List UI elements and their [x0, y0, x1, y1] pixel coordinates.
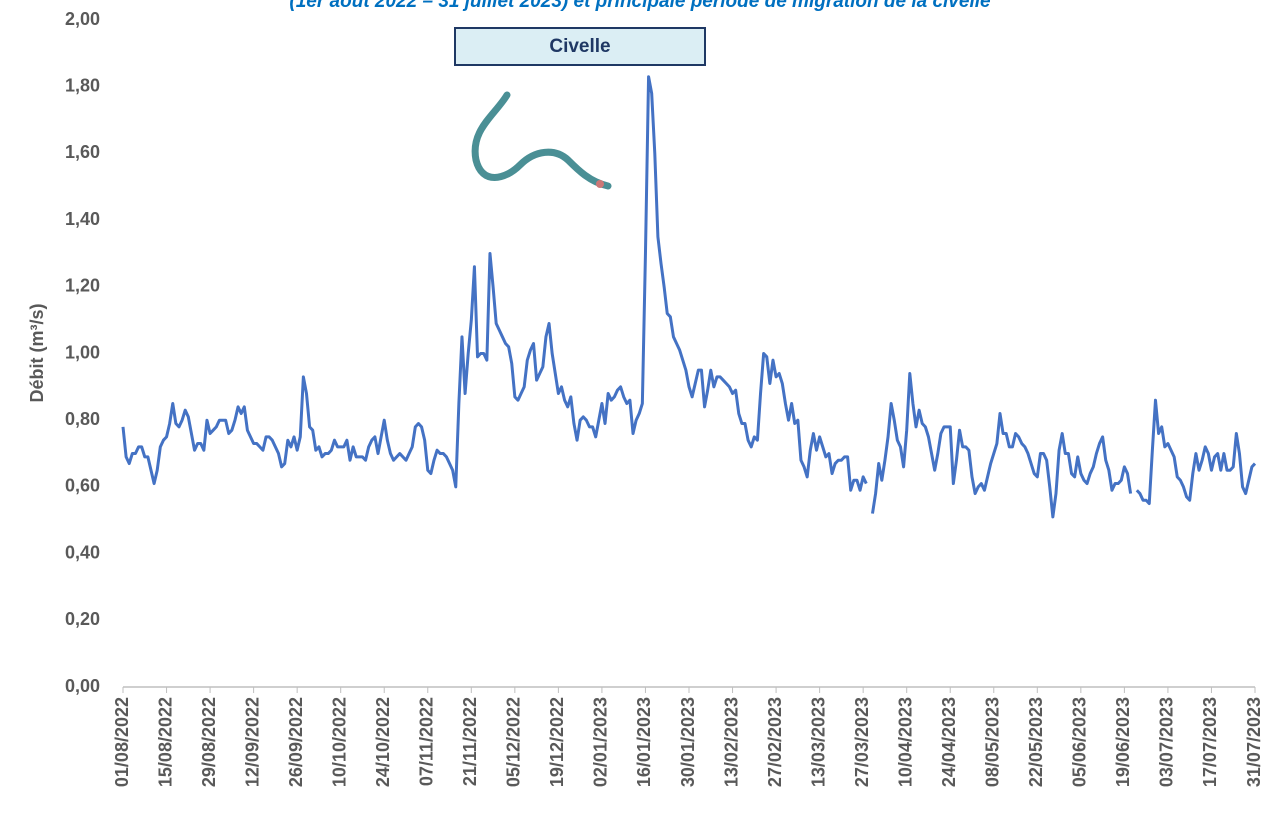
x-tick-label: 16/01/2023 [634, 697, 654, 787]
y-tick-label: 0,00 [65, 676, 100, 696]
x-tick-label: 19/12/2022 [547, 697, 567, 787]
x-tick-label: 08/05/2023 [983, 697, 1003, 787]
x-tick-label: 13/02/2023 [721, 697, 741, 787]
x-tick-label: 30/01/2023 [678, 697, 698, 787]
y-tick-label: 1,60 [65, 142, 100, 162]
x-tick-label: 31/07/2023 [1244, 697, 1264, 787]
annotation-box [454, 27, 706, 66]
x-tick-label: 05/12/2022 [504, 697, 524, 787]
y-tick-label: 0,20 [65, 609, 100, 629]
x-tick-label: 29/08/2022 [199, 697, 219, 787]
x-tick-label: 07/11/2022 [417, 697, 437, 786]
y-axis-label: Débit (m³/s) [27, 303, 47, 402]
x-tick-label: 15/08/2022 [155, 697, 175, 787]
x-tick-label: 10/10/2022 [329, 697, 349, 787]
x-tick-label: 13/03/2023 [808, 697, 828, 787]
y-tick-label: 0,60 [65, 476, 100, 496]
x-tick-label: 27/03/2023 [852, 697, 872, 787]
x-tick-label: 21/11/2022 [460, 697, 480, 786]
x-tick-label: 12/09/2022 [242, 697, 262, 787]
x-tick-label: 02/01/2023 [591, 697, 611, 787]
y-tick-label: 1,20 [65, 276, 100, 296]
eel-head [596, 180, 604, 188]
x-tick-label: 19/06/2023 [1113, 697, 1133, 787]
x-tick-label: 27/02/2023 [765, 697, 785, 787]
x-tick-label: 03/07/2023 [1157, 697, 1177, 787]
y-tick-label: 0,40 [65, 542, 100, 562]
chart-title: (1er août 2022 – 31 juillet 2023) et pri… [289, 0, 991, 12]
x-tick-label: 24/10/2022 [373, 697, 393, 787]
y-tick-label: 1,80 [65, 75, 100, 95]
x-tick-label: 05/06/2023 [1070, 697, 1090, 787]
y-tick-label: 0,80 [65, 409, 100, 429]
x-tick-label: 01/08/2022 [112, 697, 132, 787]
eel-illustration [471, 91, 612, 190]
eel [471, 91, 612, 190]
y-tick-label: 1,40 [65, 209, 100, 229]
annotation: Civelle [549, 36, 610, 57]
x-tick-label: 24/04/2023 [939, 697, 959, 787]
x-tick-label: 26/09/2022 [286, 697, 306, 787]
x-tick-label: 22/05/2023 [1026, 697, 1046, 787]
x-tick-label: 10/04/2023 [895, 697, 915, 787]
y-tick-label: 1,00 [65, 342, 100, 362]
x-tick-label: 17/07/2023 [1200, 697, 1220, 787]
data-line [121, 75, 1257, 519]
y-tick-label: 2,00 [65, 9, 100, 29]
